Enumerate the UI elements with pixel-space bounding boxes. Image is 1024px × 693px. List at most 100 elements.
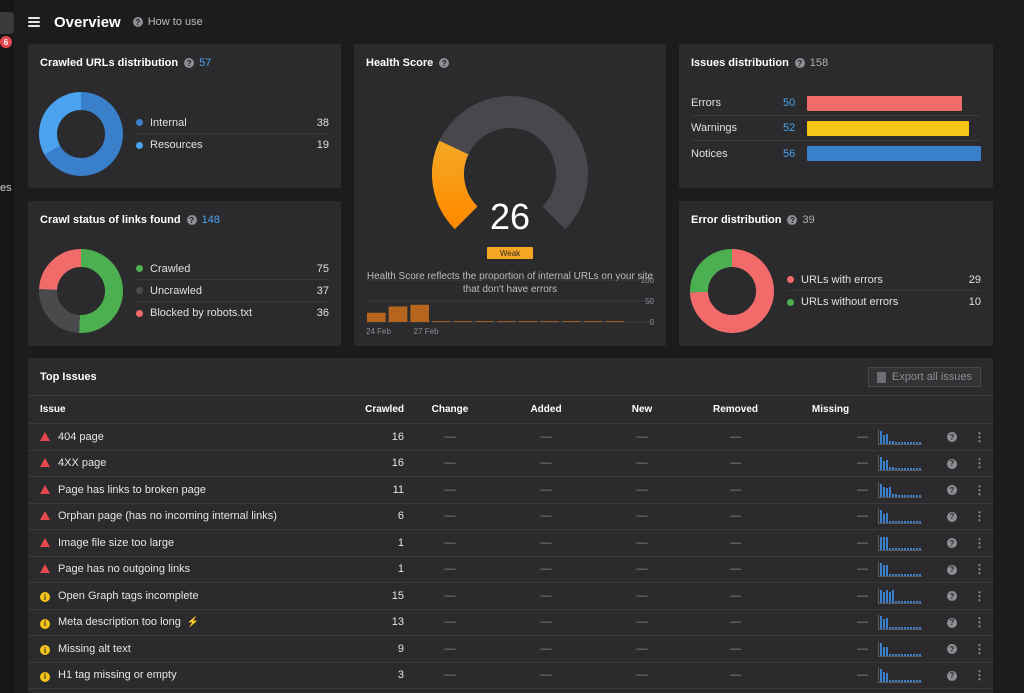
crawled-count[interactable]: 16	[338, 450, 404, 477]
crawled-count[interactable]: 6	[338, 503, 404, 530]
legend-item-internal[interactable]: Internal 38	[136, 112, 329, 134]
legend-item-uncrawled[interactable]: Uncrawled 37	[136, 280, 329, 302]
issue-cell[interactable]: Orphan page (has no incoming internal li…	[28, 503, 338, 530]
crawled-count[interactable]: 15	[338, 582, 404, 610]
more-options-icon[interactable]: ⋮	[966, 503, 993, 530]
help-icon[interactable]: ?	[947, 511, 957, 522]
trend-sparkline[interactable]	[878, 667, 922, 684]
crawled-urls-slice-1[interactable]	[39, 92, 123, 176]
table-row[interactable]: Page has links to broken page 11— — — — —? ⋮	[28, 476, 993, 504]
trend-sparkline[interactable]	[878, 508, 922, 525]
trend-sparkline[interactable]	[878, 534, 922, 551]
issue-name[interactable]: Missing alt text	[58, 642, 131, 655]
help-icon[interactable]: ?	[947, 432, 957, 443]
help-icon[interactable]: ?	[794, 58, 805, 68]
issue-cell[interactable]: Page has links to broken page	[28, 476, 338, 504]
help-icon[interactable]: ?	[947, 644, 957, 655]
help-icon[interactable]: ?	[947, 538, 957, 549]
issue-cell[interactable]: 404 page	[28, 423, 338, 451]
col-missing[interactable]: Missing	[783, 395, 878, 424]
legend-item-with-errors[interactable]: URLs with errors 29	[787, 269, 981, 291]
crawl-status-slice-2[interactable]	[39, 249, 123, 333]
col-change[interactable]: Change	[404, 395, 496, 424]
help-icon[interactable]: ?	[947, 458, 957, 469]
more-options-icon[interactable]: ⋮	[966, 662, 993, 689]
sidebar-truncated-label[interactable]: es	[0, 182, 12, 194]
table-row[interactable]: Orphan page (has no incoming internal li…	[28, 503, 993, 530]
issue-cell[interactable]: Page has no outgoing links	[28, 556, 338, 583]
history-bar[interactable]	[410, 304, 429, 322]
crawled-count[interactable]: 9	[338, 635, 404, 663]
crawl-status-slice-1[interactable]	[39, 249, 123, 333]
issues-row-errors[interactable]: Errors 50	[691, 91, 981, 116]
crawled-count[interactable]: 1	[338, 529, 404, 557]
table-row[interactable]: i Missing alt text 9— — — — —? ⋮	[28, 635, 993, 663]
help-icon[interactable]: ?	[186, 215, 197, 225]
issue-name[interactable]: Image file size too large	[58, 536, 175, 549]
help-icon[interactable]: ?	[947, 670, 957, 681]
crawled-count[interactable]: 13	[338, 609, 404, 636]
legend-item-blocked[interactable]: Blocked by robots.txt 36	[136, 302, 329, 324]
issue-name[interactable]: Meta description too long	[58, 616, 181, 628]
trend-sparkline[interactable]	[878, 481, 922, 498]
history-bar[interactable]	[475, 321, 494, 322]
help-icon[interactable]: ?	[787, 215, 798, 225]
crawled-count[interactable]: 16	[338, 423, 404, 451]
issue-name[interactable]: H1 tag missing or empty	[58, 669, 177, 681]
table-row[interactable]: i Open Graph tags incomplete 15— — — — —? ⋮	[28, 582, 993, 610]
history-bar[interactable]	[518, 321, 538, 322]
table-row[interactable]: 404 page 16— — — — —? ⋮	[28, 423, 993, 451]
issue-name[interactable]: 4XX page	[58, 457, 107, 470]
issue-name[interactable]: 404 page	[58, 430, 104, 443]
issue-cell[interactable]: Image file size too large	[28, 529, 338, 557]
table-row[interactable]: i H1 tag missing or empty 3— — — — —? ⋮	[28, 662, 993, 689]
col-removed[interactable]: Removed	[688, 395, 783, 424]
history-bar[interactable]	[497, 321, 516, 322]
history-bar[interactable]	[605, 321, 624, 322]
help-icon[interactable]: ?	[947, 617, 957, 628]
menu-icon[interactable]	[28, 17, 40, 27]
history-bar[interactable]	[388, 306, 408, 322]
table-row[interactable]: Image file size too large 1— — — — —? ⋮	[28, 529, 993, 557]
help-icon[interactable]: ?	[439, 58, 450, 68]
legend-item-without-errors[interactable]: URLs without errors 10	[787, 291, 981, 313]
issue-cell[interactable]: i Missing alt text	[28, 635, 338, 663]
history-bar[interactable]	[562, 321, 581, 322]
table-row[interactable]: Page has no outgoing links 1— — — — —? ⋮	[28, 556, 993, 583]
more-options-icon[interactable]: ⋮	[966, 556, 993, 583]
issue-name[interactable]: Orphan page (has no incoming internal li…	[58, 510, 277, 523]
help-icon[interactable]: ?	[947, 591, 957, 602]
col-added[interactable]: Added	[496, 395, 596, 424]
more-options-icon[interactable]: ⋮	[966, 529, 993, 557]
more-options-icon[interactable]: ⋮	[966, 582, 993, 610]
history-bar[interactable]	[367, 312, 386, 322]
crawled-urls-count[interactable]: 57	[199, 57, 212, 69]
crawled-count[interactable]: 11	[338, 476, 404, 504]
help-icon[interactable]: ?	[947, 485, 957, 496]
more-options-icon[interactable]: ⋮	[966, 423, 993, 451]
how-to-use-link[interactable]: ? How to use	[132, 16, 203, 28]
trend-sparkline[interactable]	[878, 455, 922, 472]
issue-cell[interactable]: i Open Graph tags incomplete	[28, 582, 338, 610]
table-row[interactable]: i Meta description too long ⚡ 13— — — — —? ⋮	[28, 609, 993, 636]
history-bar[interactable]	[453, 321, 473, 322]
issue-cell[interactable]: i H1 tag missing or empty	[28, 662, 338, 689]
more-options-icon[interactable]: ⋮	[966, 450, 993, 477]
issue-name[interactable]: Page has no outgoing links	[58, 563, 191, 576]
issue-cell[interactable]: i Meta description too long ⚡	[28, 609, 338, 636]
trend-sparkline[interactable]	[878, 561, 922, 578]
error-distribution-slice-1[interactable]	[690, 249, 774, 333]
more-options-icon[interactable]: ⋮	[966, 635, 993, 663]
trend-sparkline[interactable]	[878, 587, 922, 604]
help-icon[interactable]: ?	[184, 58, 195, 68]
col-crawled[interactable]: Crawled	[338, 395, 404, 424]
export-all-issues-button[interactable]: Export all issues	[867, 367, 981, 387]
more-options-icon[interactable]: ⋮	[966, 476, 993, 504]
trend-sparkline[interactable]	[878, 428, 922, 445]
issues-row-warnings[interactable]: Warnings 52	[691, 116, 981, 141]
sidebar-active-tab[interactable]	[0, 12, 14, 34]
trend-sparkline[interactable]	[878, 614, 922, 631]
col-new[interactable]: New	[596, 395, 688, 424]
crawled-count[interactable]: 3	[338, 662, 404, 689]
issues-row-notices[interactable]: Notices 56	[691, 141, 981, 166]
